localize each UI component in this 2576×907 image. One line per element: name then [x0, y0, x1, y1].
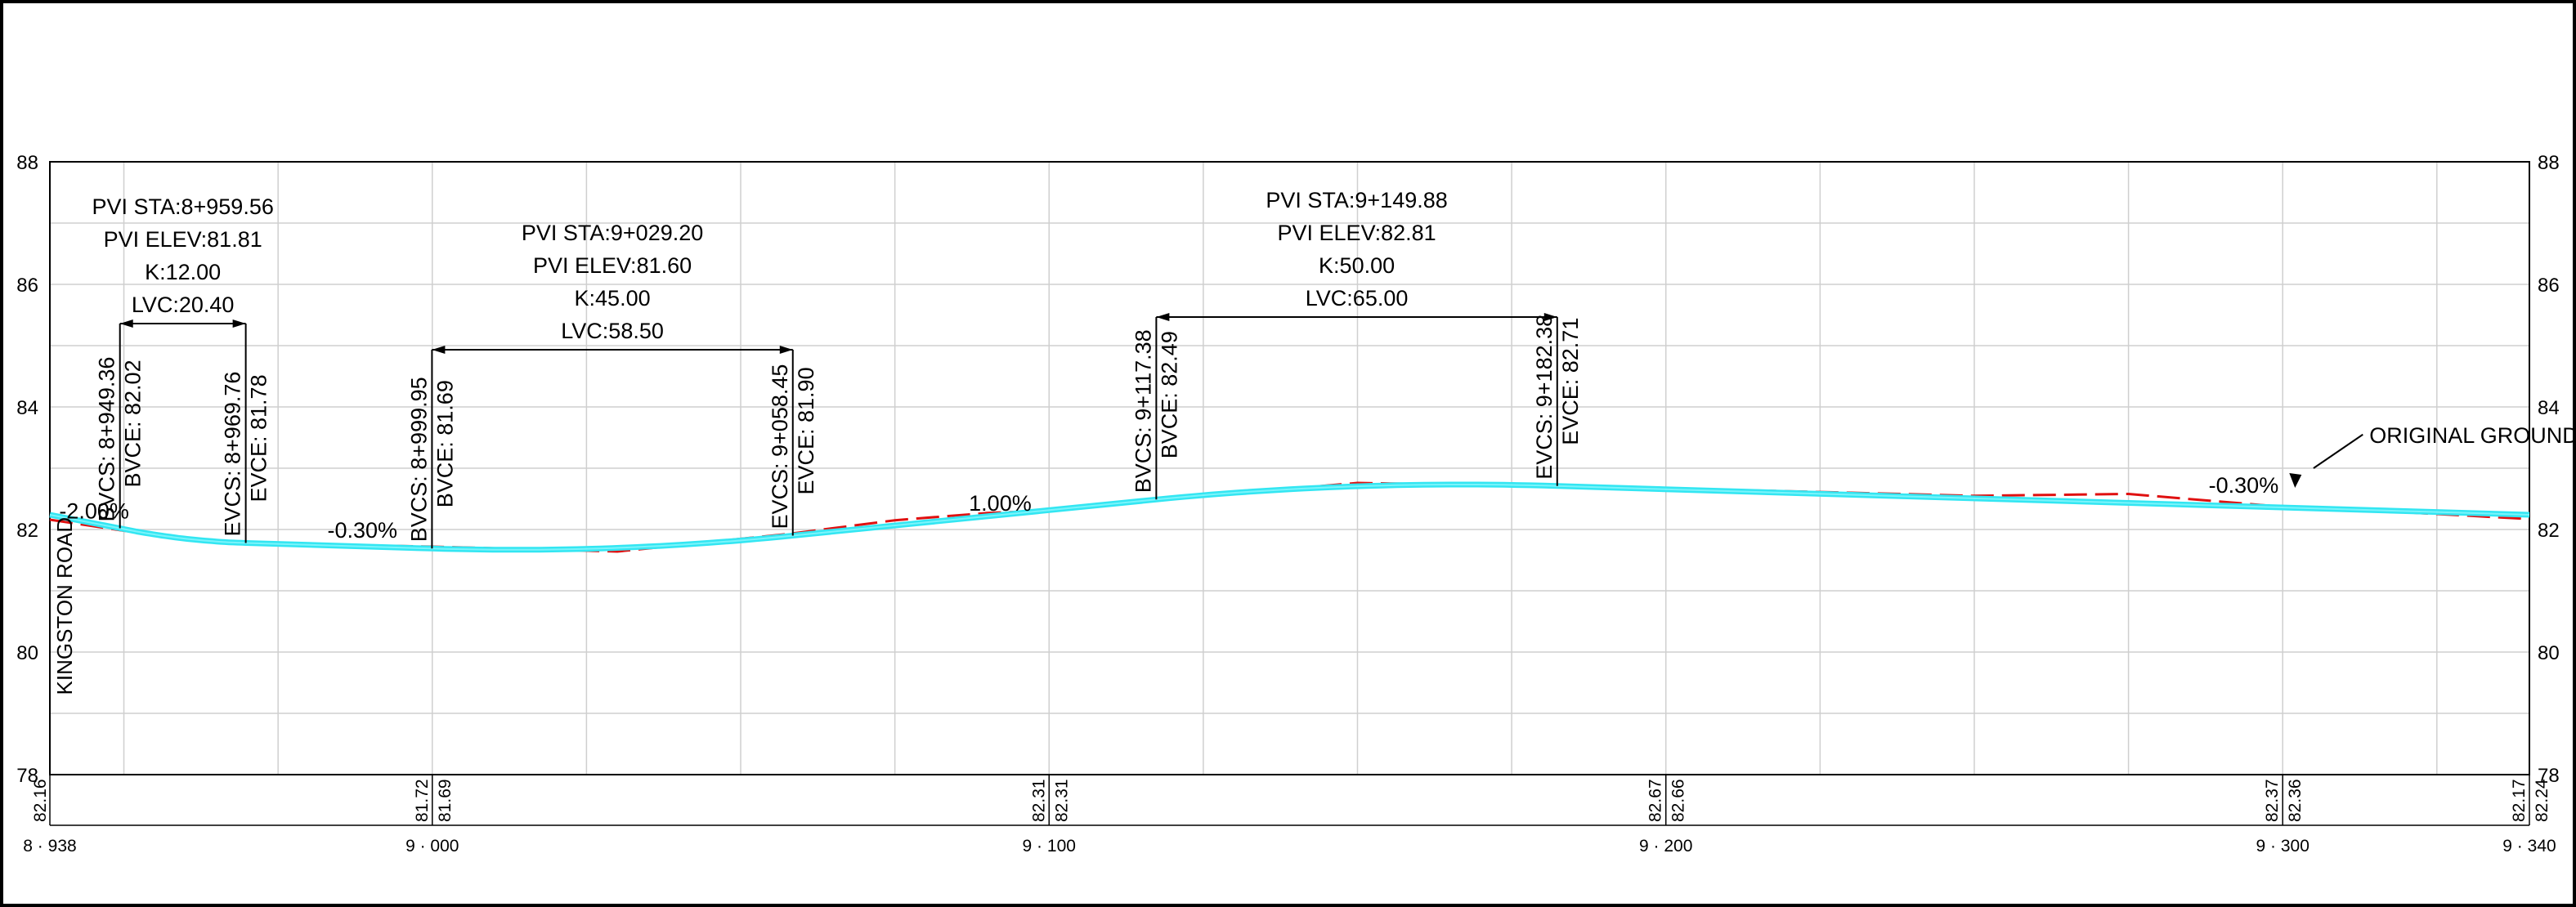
og-elevation-label: 81.72 — [413, 779, 432, 822]
evce-label: EVCE: 82.71 — [1558, 318, 1583, 445]
lvc-arrow-start — [119, 319, 133, 328]
original-ground-arrow — [2289, 473, 2302, 488]
bvce-label: BVCE: 82.02 — [121, 360, 146, 487]
finished-grade-line — [49, 481, 2530, 553]
k-value-label: K:45.00 — [575, 286, 651, 311]
lvc-arrow-start — [1156, 313, 1170, 321]
bvcs-label: BVCS: 8+949.36 — [95, 357, 119, 522]
fg-elevation-label: 82.16 — [31, 779, 50, 822]
evce-label: EVCE: 81.90 — [794, 367, 818, 494]
grade-label: -0.30% — [328, 518, 398, 543]
annotations: KINGSTON ROAD ORIGINAL GROUND — [52, 423, 2573, 695]
fg-elevation-label: 82.36 — [2286, 779, 2305, 822]
y-tick-label-right: 86 — [2538, 275, 2560, 297]
original-ground-leader — [2313, 433, 2363, 469]
profile-chart: 78 78 80 80 82 82 84 84 86 86 88 88 82.16 81.72 81.69… — [16, 152, 2573, 856]
bvcs-label: BVCS: 8+999.95 — [406, 377, 431, 542]
original-ground-label: ORIGINAL GROUND — [2369, 423, 2573, 448]
pvi-elevation-label: PVI ELEV:81.60 — [533, 253, 692, 278]
k-value-label: K:12.00 — [145, 260, 221, 284]
lvc-arrow-end — [232, 319, 246, 328]
evcs-label: EVCS: 9+058.45 — [768, 364, 792, 529]
og-elevation-label: 82.67 — [1646, 779, 1665, 822]
road-name-label: KINGSTON ROAD — [52, 517, 77, 695]
station-label: 9 · 100 — [1023, 837, 1076, 856]
y-tick-label-right: 78 — [2538, 765, 2560, 787]
k-value-label: K:50.00 — [1319, 253, 1395, 278]
grade-labels: -2.00% -0.30% 1.00% -0.30% — [59, 473, 2278, 543]
station-labels: 8 · 938 9 · 000 9 · 100 9 · 200 9 · 300 9 · 3… — [23, 837, 2556, 856]
lvc-label: LVC:20.40 — [132, 293, 235, 317]
y-tick-labels: 78 78 80 80 82 82 84 84 86 86 88 88 — [16, 152, 2559, 787]
evce-label: EVCE: 81.78 — [247, 374, 271, 502]
lvc-label: LVC:65.00 — [1306, 286, 1409, 311]
station-label: 8 · 938 — [23, 837, 76, 856]
y-tick-label-right: 80 — [2538, 642, 2560, 664]
station-label: 9 · 340 — [2502, 837, 2556, 856]
grade-label: 1.00% — [969, 491, 1032, 516]
evcs-label: EVCS: 9+182.38 — [1532, 315, 1557, 480]
y-tick-label-left: 86 — [16, 275, 38, 297]
fg-elevation-label: 82.24 — [2533, 779, 2551, 822]
grade-label: -0.30% — [2209, 473, 2279, 498]
pvi-station-label: PVI STA:9+029.20 — [522, 221, 703, 245]
lvc-arrow-end — [779, 346, 793, 354]
lvc-label: LVC:58.50 — [561, 319, 664, 343]
bvcs-label: BVCS: 9+117.38 — [1131, 329, 1155, 493]
og-elevation-label: 82.37 — [2263, 779, 2282, 822]
bvce-label: BVCE: 82.49 — [1157, 331, 1181, 458]
fg-elevation-label: 81.69 — [436, 779, 455, 822]
elevation-band: 82.16 81.72 81.69 82.31 82.31 82.67 82.66 82.37… — [31, 775, 2551, 826]
y-tick-label-right: 82 — [2538, 520, 2560, 542]
fg-elevation-label: 82.31 — [1052, 779, 1071, 822]
station-label: 9 · 000 — [405, 837, 459, 856]
pvi-station-label: PVI STA:9+149.88 — [1266, 188, 1447, 212]
lvc-arrow-start — [432, 346, 446, 354]
evcs-label: EVCS: 8+969.76 — [221, 372, 245, 537]
finished-grade-highlight — [49, 484, 2530, 551]
grid — [50, 162, 2529, 775]
station-label: 9 · 300 — [2256, 837, 2309, 856]
grade-label: -2.00% — [59, 499, 129, 524]
axes — [49, 161, 2530, 775]
y-tick-label-right: 84 — [2538, 397, 2560, 419]
pvi-station-label: PVI STA:8+959.56 — [92, 194, 273, 219]
og-elevation-label: 82.31 — [1029, 779, 1048, 822]
plot-border — [49, 161, 2530, 775]
og-elevation-label: 82.17 — [2510, 779, 2529, 822]
vertical-curves: PVI STA:8+959.56 PVI ELEV:81.81 K:12.00 LVC… — [92, 188, 1583, 549]
lvc-arrow-end — [1543, 313, 1557, 321]
y-tick-label-left: 84 — [16, 397, 38, 419]
y-tick-label-left: 88 — [16, 152, 38, 174]
station-label: 9 · 200 — [1639, 837, 1692, 856]
y-tick-label-left: 78 — [16, 765, 38, 787]
pvi-elevation-label: PVI ELEV:82.81 — [1278, 221, 1436, 245]
y-tick-label-right: 88 — [2538, 152, 2560, 174]
y-tick-label-left: 80 — [16, 642, 38, 664]
fg-elevation-label: 82.66 — [1669, 779, 1688, 822]
bvce-label: BVCE: 81.69 — [432, 380, 457, 507]
pvi-elevation-label: PVI ELEV:81.81 — [104, 227, 262, 252]
y-tick-label-left: 82 — [16, 520, 38, 542]
